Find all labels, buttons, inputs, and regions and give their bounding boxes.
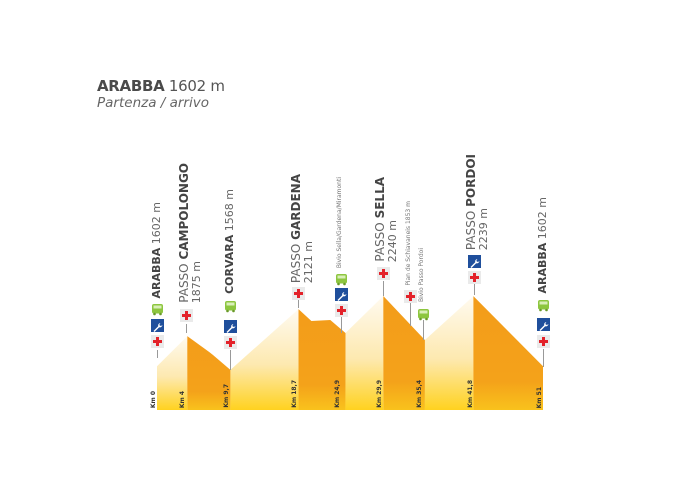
label-bivio-sella: Bivio Sella/Gardena/Miramonti (336, 176, 343, 268)
marker-stem (186, 324, 187, 333)
descent-segment (298, 309, 346, 410)
marker-stem (423, 320, 424, 340)
bus-icon (417, 306, 430, 321)
bus-icon (335, 271, 348, 286)
marker-stem (230, 350, 231, 370)
first-aid-cross-icon (335, 304, 348, 317)
label-campolongo-elev: 1875 m (190, 260, 203, 303)
marker-stem (543, 349, 544, 367)
km-label: Km 51 (536, 386, 543, 408)
first-aid-cross-icon (180, 309, 193, 322)
label-arabba-start: ARABBA 1602 m (150, 201, 163, 299)
marker-stem (383, 281, 384, 296)
repair-wrench-icon (224, 320, 237, 333)
repair-wrench-icon (151, 319, 164, 332)
first-aid-cross-icon (404, 290, 417, 303)
start-subtitle: Partenza / arrivo (97, 95, 209, 111)
start-title: ARABBA 1602 m (97, 77, 225, 95)
first-aid-cross-icon (537, 335, 550, 348)
first-aid-cross-icon (468, 271, 481, 284)
bus-icon (151, 301, 164, 316)
label-corvara: CORVARA 1568 m (223, 189, 236, 294)
first-aid-cross-icon (377, 267, 390, 280)
marker-stem (410, 303, 411, 326)
label-sella-elev: 2240 m (386, 219, 399, 262)
label-arabba-end: ARABBA 1602 m (536, 196, 549, 294)
km-label: Km 9,7 (223, 384, 230, 408)
km-label: Km 0 (150, 390, 157, 408)
descent-segment (473, 296, 543, 410)
km-label: Km 41,8 (467, 380, 474, 408)
label-pordoi-elev: 2239 m (477, 207, 490, 250)
label-bivio-pordoi: Bivio Passo Pordoi (418, 247, 425, 302)
repair-wrench-icon (335, 288, 348, 301)
marker-stem (157, 350, 158, 358)
km-label: Km 29,9 (376, 380, 383, 408)
label-pordoi: PASSO PORDOI (464, 153, 478, 250)
bus-icon (224, 298, 237, 313)
km-label: Km 24,9 (334, 380, 341, 408)
km-label: Km 4 (179, 390, 186, 408)
label-schiavaneis: Pian de Schiavaneis 1853 m (405, 201, 412, 286)
marker-stem (474, 284, 475, 295)
marker-stem (298, 300, 299, 308)
descent-segment (187, 336, 231, 410)
ascent-segment (157, 336, 188, 410)
first-aid-cross-icon (151, 335, 164, 348)
km-label: Km 18,7 (291, 380, 298, 408)
label-campolongo: PASSO CAMPOLONGO (177, 163, 191, 303)
first-aid-cross-icon (224, 336, 237, 349)
label-sella: PASSO SELLA (373, 177, 387, 262)
repair-wrench-icon (537, 318, 550, 331)
bus-icon (537, 297, 550, 312)
descent-segment (383, 296, 425, 410)
first-aid-cross-icon (292, 287, 305, 300)
repair-wrench-icon (468, 255, 481, 268)
label-gardena-elev: 2121 m (302, 240, 315, 283)
marker-stem (341, 317, 342, 333)
km-label: Km 35,4 (416, 380, 423, 408)
ascent-segment (424, 296, 474, 410)
ascent-segment (345, 296, 384, 410)
label-gardena: PASSO GARDENA (289, 173, 303, 283)
ascent-segment (230, 309, 299, 410)
